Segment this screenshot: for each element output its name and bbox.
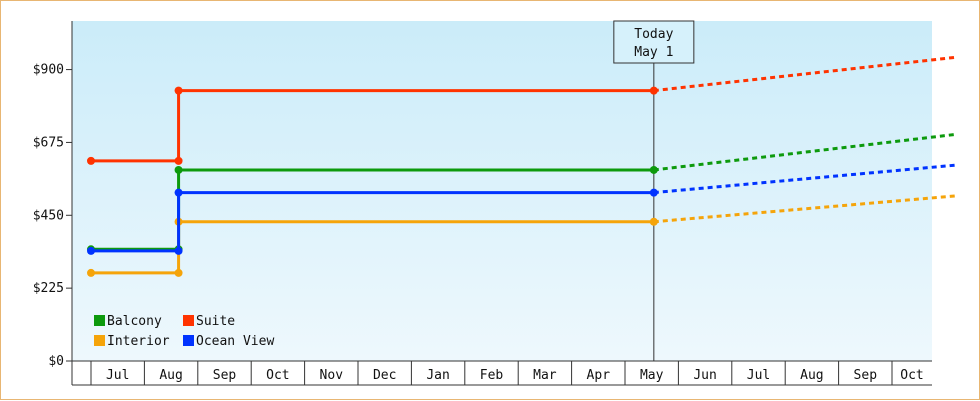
legend-swatch-interior: [94, 335, 105, 346]
ocean-view-point: [174, 188, 183, 197]
month-label: Apr: [587, 368, 611, 383]
month-label: Jun: [693, 368, 716, 383]
legend-label-suite: Suite: [196, 314, 235, 329]
suite-point: [649, 86, 658, 95]
month-label: Oct: [266, 368, 289, 383]
today-date-label: May 1: [634, 45, 673, 60]
month-label: Aug: [159, 368, 182, 383]
y-tick-label: $900: [33, 63, 64, 78]
ocean-view-point: [174, 246, 183, 255]
y-tick-label: $450: [33, 208, 64, 223]
month-label: Sep: [213, 368, 237, 383]
month-label: Mar: [533, 368, 557, 383]
legend-label-interior: Interior: [107, 334, 170, 349]
month-label: Aug: [800, 368, 823, 383]
y-tick-label: $225: [33, 281, 64, 296]
suite-forecast-line: [653, 55, 957, 93]
legend-label-balcony: Balcony: [107, 314, 162, 329]
balcony-point: [174, 165, 183, 174]
month-label: Nov: [320, 368, 344, 383]
ocean-view-series-line: [91, 191, 654, 253]
ocean-view-forecast-line: [653, 163, 957, 195]
y-tick-label: $675: [33, 135, 64, 150]
month-label: Sep: [854, 368, 878, 383]
balcony-point: [649, 165, 658, 174]
suite-series-line: [91, 89, 654, 163]
month-label: Jul: [106, 368, 129, 383]
legend-swatch-balcony: [94, 315, 105, 326]
month-label: Jul: [747, 368, 770, 383]
suite-point: [174, 86, 183, 95]
month-label: Jan: [426, 368, 449, 383]
month-label: Dec: [373, 368, 396, 383]
ocean-view-point: [649, 188, 658, 197]
month-label: Feb: [480, 368, 504, 383]
today-callout: [613, 20, 695, 64]
suite-point: [174, 156, 183, 165]
plot-area: [72, 21, 932, 361]
legend-label-ocean-view: Ocean View: [196, 334, 274, 349]
y-tick-label: $0: [48, 354, 64, 369]
ocean-view-point: [87, 246, 95, 255]
month-label: Oct: [900, 368, 923, 383]
interior-point: [649, 217, 658, 226]
legend-swatch-suite: [183, 315, 194, 326]
month-label: May: [640, 368, 664, 383]
suite-point: [87, 156, 95, 165]
interior-forecast-line: [653, 194, 957, 224]
interior-point: [87, 268, 95, 277]
interior-point: [174, 268, 183, 277]
legend-swatch-ocean-view: [183, 335, 194, 346]
today-label: Today: [634, 27, 673, 42]
balcony-forecast-line: [653, 132, 957, 172]
